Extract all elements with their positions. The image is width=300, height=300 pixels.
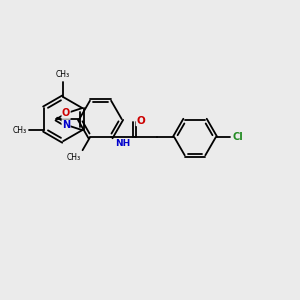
Text: CH₃: CH₃ [56,70,70,79]
Text: Cl: Cl [232,132,243,142]
Text: CH₃: CH₃ [13,126,27,135]
Text: NH: NH [115,140,130,148]
Text: O: O [62,108,70,118]
Text: CH₃: CH₃ [67,153,81,162]
Text: O: O [136,116,145,126]
Text: N: N [62,120,70,130]
